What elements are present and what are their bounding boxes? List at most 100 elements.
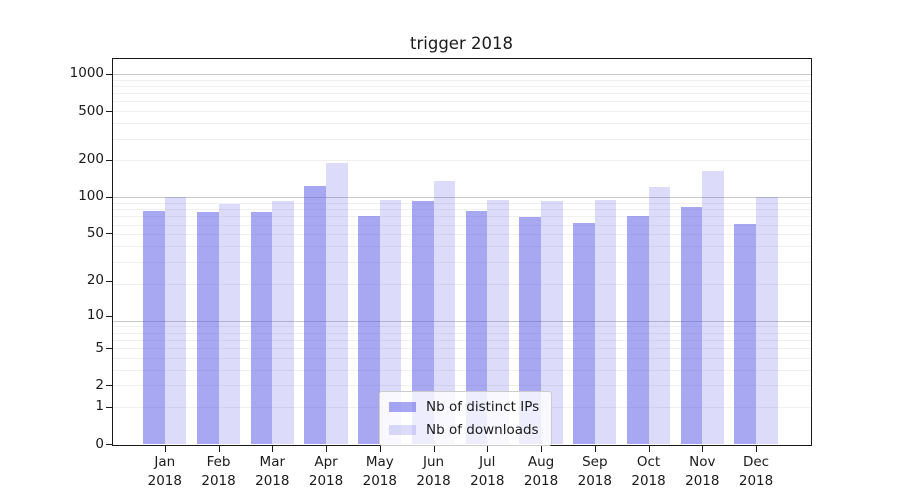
chart-title: trigger 2018 — [410, 34, 513, 53]
gridline-minor — [113, 79, 811, 81]
gridline-minor — [113, 224, 811, 226]
plot-area: Nb of distinct IPs Nb of downloads — [112, 58, 812, 446]
gridline-minor — [113, 357, 811, 359]
x-tick-mark-nov — [702, 446, 704, 452]
bar-distinct-ips-nov — [680, 206, 703, 445]
bar-downloads-jun — [433, 180, 456, 445]
y-tick-mark-200 — [106, 159, 112, 161]
legend: Nb of distinct IPs Nb of downloads — [379, 391, 553, 446]
bar-distinct-ips-apr — [304, 185, 327, 445]
y-tick-mark-500 — [106, 111, 112, 113]
gridline-minor — [113, 283, 811, 285]
gridline-minor — [113, 348, 811, 350]
y-tick-mark-5 — [106, 348, 112, 350]
legend-label-downloads: Nb of downloads — [426, 422, 539, 438]
x-tick-label-jul: Jul 2018 — [470, 454, 505, 489]
x-tick-mark-aug — [541, 446, 543, 452]
x-tick-mark-oct — [648, 446, 650, 452]
x-tick-mark-apr — [326, 446, 328, 452]
x-tick-label-aug: Aug 2018 — [523, 454, 559, 489]
y-tick-label-200: 200 — [78, 151, 104, 168]
y-tick-label-100: 100 — [78, 188, 104, 205]
x-tick-label-oct: Oct 2018 — [631, 454, 666, 489]
gridline-minor — [113, 160, 811, 162]
legend-item-distinct-ips: Nb of distinct IPs — [389, 399, 539, 415]
bar-downloads-dec — [756, 196, 778, 445]
x-tick-label-dec: Dec 2018 — [738, 454, 774, 489]
bar-distinct-ips-jan — [143, 211, 165, 445]
legend-swatch-downloads — [389, 425, 416, 435]
gridline-minor — [113, 216, 811, 218]
y-tick-label-1: 1 — [95, 398, 104, 415]
bar-downloads-apr — [326, 163, 348, 445]
y-tick-label-5: 5 — [95, 339, 104, 356]
bar-downloads-sep — [594, 199, 617, 445]
y-tick-label-2: 2 — [95, 376, 104, 393]
y-tick-mark-0 — [106, 444, 112, 445]
gridline-minor — [113, 101, 811, 103]
gridline-minor — [113, 385, 811, 387]
bar-distinct-ips-dec — [734, 223, 757, 445]
gridline-minor — [113, 234, 811, 236]
bar-downloads-mar — [272, 200, 294, 445]
gridline-major — [113, 197, 811, 199]
y-tick-mark-100 — [106, 196, 112, 198]
gridline-major — [113, 320, 811, 322]
x-tick-mark-sep — [594, 446, 596, 452]
x-tick-mark-feb — [218, 446, 220, 452]
gridline-minor — [113, 261, 811, 263]
y-tick-label-1000: 1000 — [69, 65, 104, 82]
bar-distinct-ips-mar — [250, 212, 273, 445]
gridline-minor — [113, 123, 811, 125]
x-tick-mark-dec — [756, 446, 758, 452]
bar-downloads-jan — [164, 196, 187, 445]
legend-label-distinct-ips: Nb of distinct IPs — [426, 399, 540, 415]
x-tick-label-may: May 2018 — [362, 454, 397, 489]
x-tick-label-nov: Nov 2018 — [685, 454, 720, 489]
bar-downloads-feb — [218, 203, 241, 445]
bar-distinct-ips-sep — [573, 222, 595, 445]
gridline-minor — [113, 93, 811, 95]
gridline-minor — [113, 209, 811, 211]
bar-distinct-ips-jun — [411, 200, 434, 445]
x-tick-label-jan: Jan 2018 — [147, 454, 182, 489]
y-tick-label-0: 0 — [95, 435, 104, 452]
legend-item-downloads: Nb of downloads — [389, 422, 539, 438]
bar-distinct-ips-aug — [519, 217, 542, 445]
x-tick-label-feb: Feb 2018 — [201, 454, 236, 489]
bar-downloads-aug — [541, 201, 563, 445]
gridline-minor — [113, 85, 811, 87]
y-tick-mark-10 — [106, 315, 112, 317]
y-tick-mark-2 — [106, 385, 112, 387]
bar-downloads-nov — [702, 170, 724, 445]
legend-swatch-distinct-ips — [389, 402, 416, 412]
y-tick-label-10: 10 — [86, 307, 104, 324]
y-tick-label-500: 500 — [78, 102, 104, 119]
y-tick-mark-50 — [106, 233, 112, 235]
y-tick-mark-20 — [106, 280, 112, 282]
y-tick-label-20: 20 — [86, 272, 104, 289]
y-tick-mark-1000 — [106, 73, 112, 75]
x-tick-mark-jun — [433, 446, 435, 452]
x-tick-label-apr: Apr 2018 — [308, 454, 344, 489]
x-tick-label-jun: Jun 2018 — [416, 454, 451, 489]
bar-distinct-ips-may — [358, 215, 380, 445]
gridline-minor — [113, 339, 811, 341]
x-tick-mark-jul — [487, 446, 489, 452]
gridline-major — [113, 74, 811, 76]
x-tick-mark-mar — [272, 446, 274, 452]
gridline-minor — [113, 332, 811, 334]
y-tick-mark-1 — [106, 406, 112, 408]
bar-downloads-jul — [487, 200, 509, 445]
x-tick-label-sep: Sep 2018 — [577, 454, 612, 489]
gridline-minor — [113, 326, 811, 328]
bar-distinct-ips-oct — [626, 215, 649, 445]
gridline-minor — [113, 111, 811, 113]
bar-distinct-ips-feb — [196, 212, 219, 445]
bar-distinct-ips-jul — [465, 211, 488, 445]
bar-downloads-oct — [648, 186, 671, 445]
x-tick-mark-may — [379, 446, 381, 452]
gridline-minor — [113, 369, 811, 371]
gridline-minor — [113, 138, 811, 140]
